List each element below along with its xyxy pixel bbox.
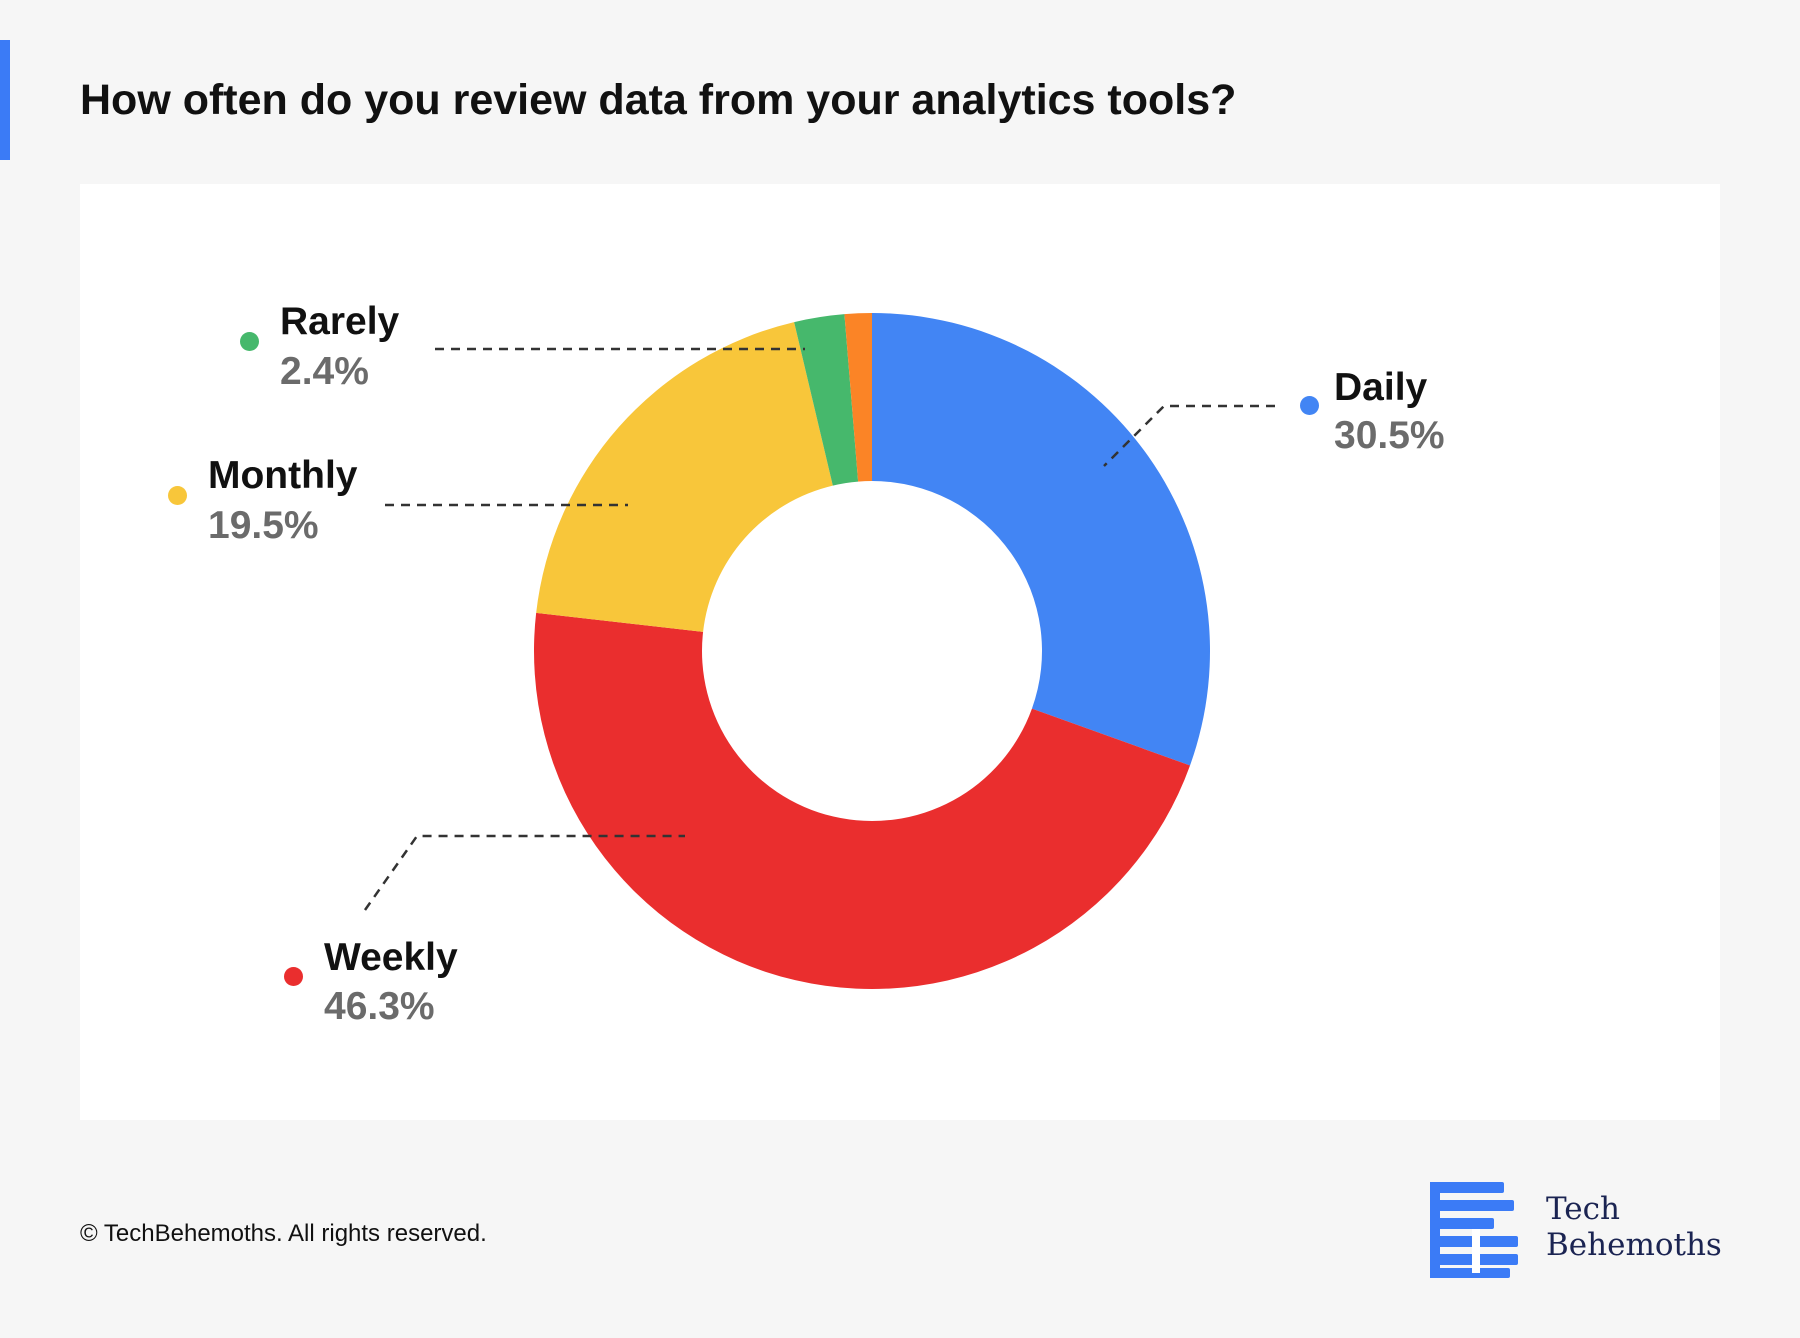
- techbehemoths-logo: Tech Behemoths: [1428, 1180, 1728, 1280]
- donut-slice-daily: [872, 313, 1210, 766]
- chart-card: Daily 30.5% Weekly 46.3% Monthly 19.5% R…: [80, 184, 1720, 1120]
- donut-slice-rarely: [794, 314, 859, 486]
- leader-line-daily: [1103, 404, 1275, 467]
- chart-title: How often do you review data from your a…: [80, 76, 1237, 124]
- label-name-rarely: Rarely: [280, 300, 400, 343]
- donut-chart: [363, 313, 1275, 989]
- donut-slice-weekly: [534, 612, 1191, 989]
- label-value-daily: 30.5%: [1334, 414, 1445, 457]
- donut-slice-other: [844, 313, 872, 482]
- copyright-text: © TechBehemoths. All rights reserved.: [80, 1220, 487, 1247]
- accent-bar: [0, 40, 10, 160]
- logo-mark-icon: [1430, 1182, 1518, 1278]
- label-name-daily: Daily: [1334, 366, 1428, 409]
- legend-dot-weekly: [284, 967, 303, 986]
- label-name-monthly: Monthly: [208, 454, 358, 497]
- label-value-monthly: 19.5%: [208, 504, 319, 547]
- label-name-weekly: Weekly: [324, 936, 458, 979]
- logo-text-line2: Behemoths: [1546, 1227, 1722, 1263]
- label-value-weekly: 46.3%: [324, 985, 435, 1028]
- donut-slice-monthly: [536, 322, 833, 632]
- label-value-rarely: 2.4%: [280, 350, 369, 393]
- legend-dot-rarely: [240, 332, 259, 351]
- logo-text-line1: Tech: [1546, 1191, 1620, 1227]
- legend-dot-monthly: [168, 486, 187, 505]
- legend-dot-daily: [1300, 396, 1319, 415]
